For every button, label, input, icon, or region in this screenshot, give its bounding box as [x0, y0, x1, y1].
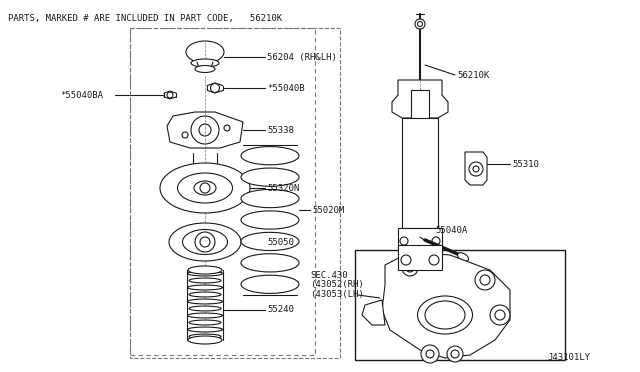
Ellipse shape [188, 313, 223, 318]
Circle shape [429, 255, 439, 265]
Bar [411, 90, 429, 170]
Bar [402, 118, 438, 228]
Circle shape [191, 116, 219, 144]
Ellipse shape [458, 253, 468, 261]
Circle shape [400, 237, 408, 245]
Text: 55320N: 55320N [267, 183, 300, 192]
Ellipse shape [169, 223, 241, 261]
Ellipse shape [241, 189, 299, 208]
Polygon shape [167, 112, 243, 148]
Text: 56204 (RH&LH): 56204 (RH&LH) [267, 52, 337, 61]
Text: 56210K: 56210K [457, 71, 489, 80]
Ellipse shape [195, 65, 215, 73]
Text: 55338: 55338 [267, 125, 294, 135]
Ellipse shape [189, 334, 221, 339]
Bar [130, 28, 340, 358]
Polygon shape [465, 152, 487, 185]
Ellipse shape [194, 181, 216, 195]
Ellipse shape [188, 266, 222, 274]
Text: 55240: 55240 [267, 305, 294, 314]
Ellipse shape [425, 301, 465, 329]
Ellipse shape [188, 285, 223, 290]
Polygon shape [382, 252, 510, 358]
Bar [355, 250, 565, 360]
Circle shape [182, 132, 188, 138]
Text: (43053(LH): (43053(LH) [310, 291, 364, 299]
Ellipse shape [188, 336, 222, 344]
Circle shape [432, 237, 440, 245]
Text: SEC.430: SEC.430 [310, 270, 348, 279]
Text: (43052(RH): (43052(RH) [310, 280, 364, 289]
Ellipse shape [186, 41, 224, 63]
Circle shape [421, 345, 439, 363]
Text: PARTS, MARKED # ARE INCLUDED IN PART CODE,   56210K: PARTS, MARKED # ARE INCLUDED IN PART COD… [8, 14, 282, 23]
Ellipse shape [241, 168, 299, 186]
Ellipse shape [189, 306, 221, 311]
Ellipse shape [160, 163, 250, 213]
Circle shape [469, 162, 483, 176]
Text: J43101LY: J43101LY [547, 353, 590, 362]
Ellipse shape [189, 278, 221, 283]
Bar [398, 228, 442, 254]
Text: 55050: 55050 [267, 237, 294, 247]
Ellipse shape [188, 327, 223, 332]
Text: 55310: 55310 [512, 160, 539, 169]
Polygon shape [398, 245, 442, 270]
Ellipse shape [417, 296, 472, 334]
Ellipse shape [241, 147, 299, 165]
Text: *55040B: *55040B [267, 83, 305, 93]
Circle shape [447, 346, 463, 362]
Ellipse shape [241, 254, 299, 272]
Circle shape [195, 232, 215, 252]
Ellipse shape [188, 271, 223, 276]
Ellipse shape [241, 275, 299, 294]
Ellipse shape [189, 320, 221, 325]
Text: 55020M: 55020M [312, 205, 344, 215]
Circle shape [415, 19, 425, 29]
Circle shape [490, 305, 510, 325]
Circle shape [401, 255, 411, 265]
Text: *55040BA: *55040BA [60, 90, 103, 99]
Circle shape [475, 270, 495, 290]
Ellipse shape [177, 173, 232, 203]
Circle shape [224, 125, 230, 131]
Ellipse shape [182, 230, 227, 254]
Ellipse shape [188, 299, 223, 304]
Polygon shape [362, 300, 385, 325]
Ellipse shape [241, 232, 299, 250]
Polygon shape [392, 80, 448, 118]
Bar [130, 28, 315, 355]
Ellipse shape [189, 292, 221, 297]
Ellipse shape [241, 211, 299, 229]
Text: 55040A: 55040A [435, 225, 467, 234]
Ellipse shape [191, 59, 219, 67]
Circle shape [402, 260, 418, 276]
